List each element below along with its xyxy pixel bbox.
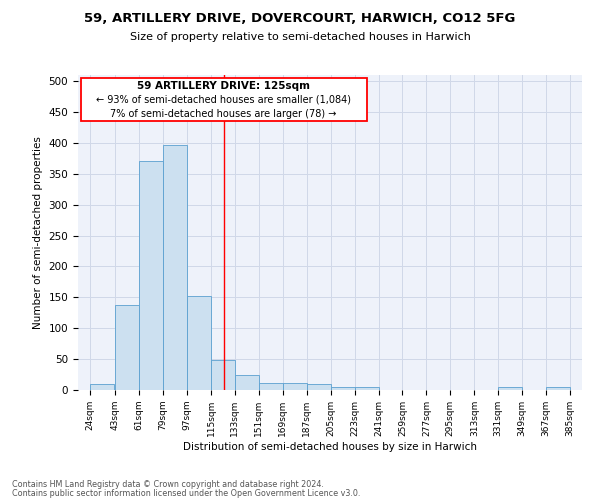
Bar	[211, 360, 235, 390]
X-axis label: Distribution of semi-detached houses by size in Harwich: Distribution of semi-detached houses by …	[183, 442, 477, 452]
Bar	[235, 374, 259, 390]
Y-axis label: Number of semi-detached properties: Number of semi-detached properties	[33, 136, 43, 329]
Text: 59 ARTILLERY DRIVE: 125sqm: 59 ARTILLERY DRIVE: 125sqm	[137, 81, 310, 91]
Text: ← 93% of semi-detached houses are smaller (1,084): ← 93% of semi-detached houses are smalle…	[96, 94, 351, 104]
Text: Contains public sector information licensed under the Open Government Licence v3: Contains public sector information licen…	[12, 488, 361, 498]
Text: 59, ARTILLERY DRIVE, DOVERCOURT, HARWICH, CO12 5FG: 59, ARTILLERY DRIVE, DOVERCOURT, HARWICH…	[85, 12, 515, 26]
Bar	[90, 384, 114, 390]
Bar	[163, 145, 187, 390]
Bar	[355, 387, 379, 390]
Bar	[115, 305, 139, 390]
Bar	[139, 162, 163, 390]
Bar	[331, 387, 355, 390]
Bar	[283, 382, 307, 390]
Bar	[259, 382, 283, 390]
Bar	[187, 296, 211, 390]
Text: 7% of semi-detached houses are larger (78) →: 7% of semi-detached houses are larger (7…	[110, 109, 337, 119]
Bar	[307, 384, 331, 390]
Bar	[546, 387, 570, 390]
Bar	[498, 387, 522, 390]
FancyBboxPatch shape	[80, 78, 367, 122]
Text: Size of property relative to semi-detached houses in Harwich: Size of property relative to semi-detach…	[130, 32, 470, 42]
Text: Contains HM Land Registry data © Crown copyright and database right 2024.: Contains HM Land Registry data © Crown c…	[12, 480, 324, 489]
